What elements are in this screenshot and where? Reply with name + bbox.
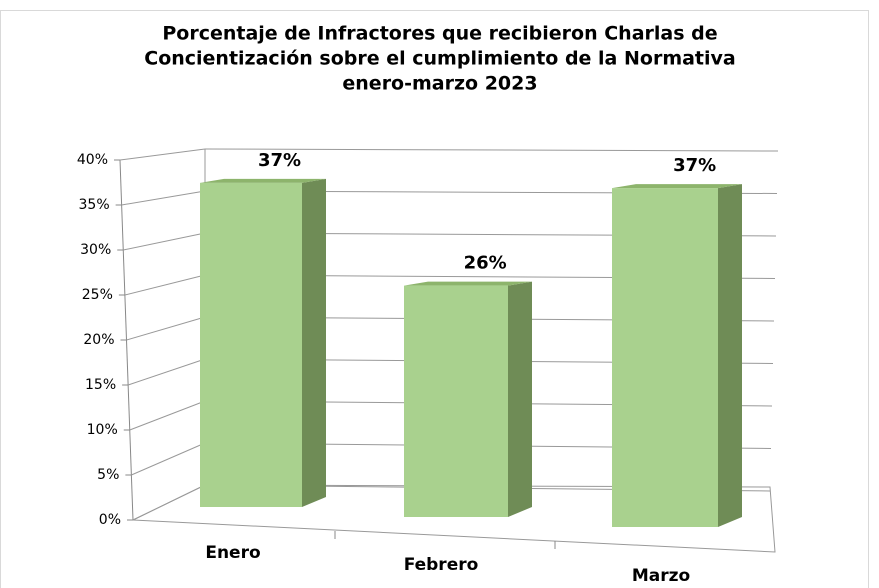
bar-side (302, 178, 326, 507)
x-tick-label: Marzo (632, 566, 690, 586)
y-tick-label: 5% (97, 467, 119, 483)
grid-line (127, 358, 206, 386)
grid-line (204, 148, 779, 152)
chart-title: Porcentaje de Infractores que recibieron… (162, 23, 717, 45)
grid-line (121, 190, 206, 206)
bar-top (612, 184, 742, 189)
grid-line (126, 316, 206, 341)
data-label: 26% (464, 253, 507, 274)
chart-title: Concientización sobre el cumplimiento de… (144, 48, 736, 70)
grid-line (123, 232, 206, 251)
grid-line (129, 400, 206, 431)
grid-line (124, 274, 206, 296)
y-tick-label: 20% (83, 332, 114, 348)
bar (612, 188, 718, 527)
y-tick-label: 30% (80, 242, 111, 258)
grid-line (132, 484, 206, 521)
chart-border (0, 10, 869, 588)
grid-line (131, 442, 206, 476)
bar-side (718, 184, 742, 527)
y-tick-label: 15% (85, 377, 116, 393)
data-label: 37% (673, 155, 716, 176)
y-tick-label: 35% (79, 197, 110, 213)
y-tick-label: 25% (82, 287, 113, 303)
bar (404, 285, 508, 517)
x-tick-label: Enero (205, 543, 260, 563)
bar-top (200, 178, 326, 183)
x-tick-label: Febrero (404, 555, 479, 575)
y-tick-label: 40% (77, 152, 108, 168)
grid-line (119, 148, 206, 161)
bar (200, 182, 302, 507)
bar-top (404, 281, 532, 286)
y-tick-label: 10% (87, 422, 118, 438)
y-tick-label: 0% (99, 512, 121, 528)
bar-side (508, 281, 532, 517)
chart-title: enero-marzo 2023 (342, 73, 537, 95)
data-label: 37% (258, 150, 301, 171)
